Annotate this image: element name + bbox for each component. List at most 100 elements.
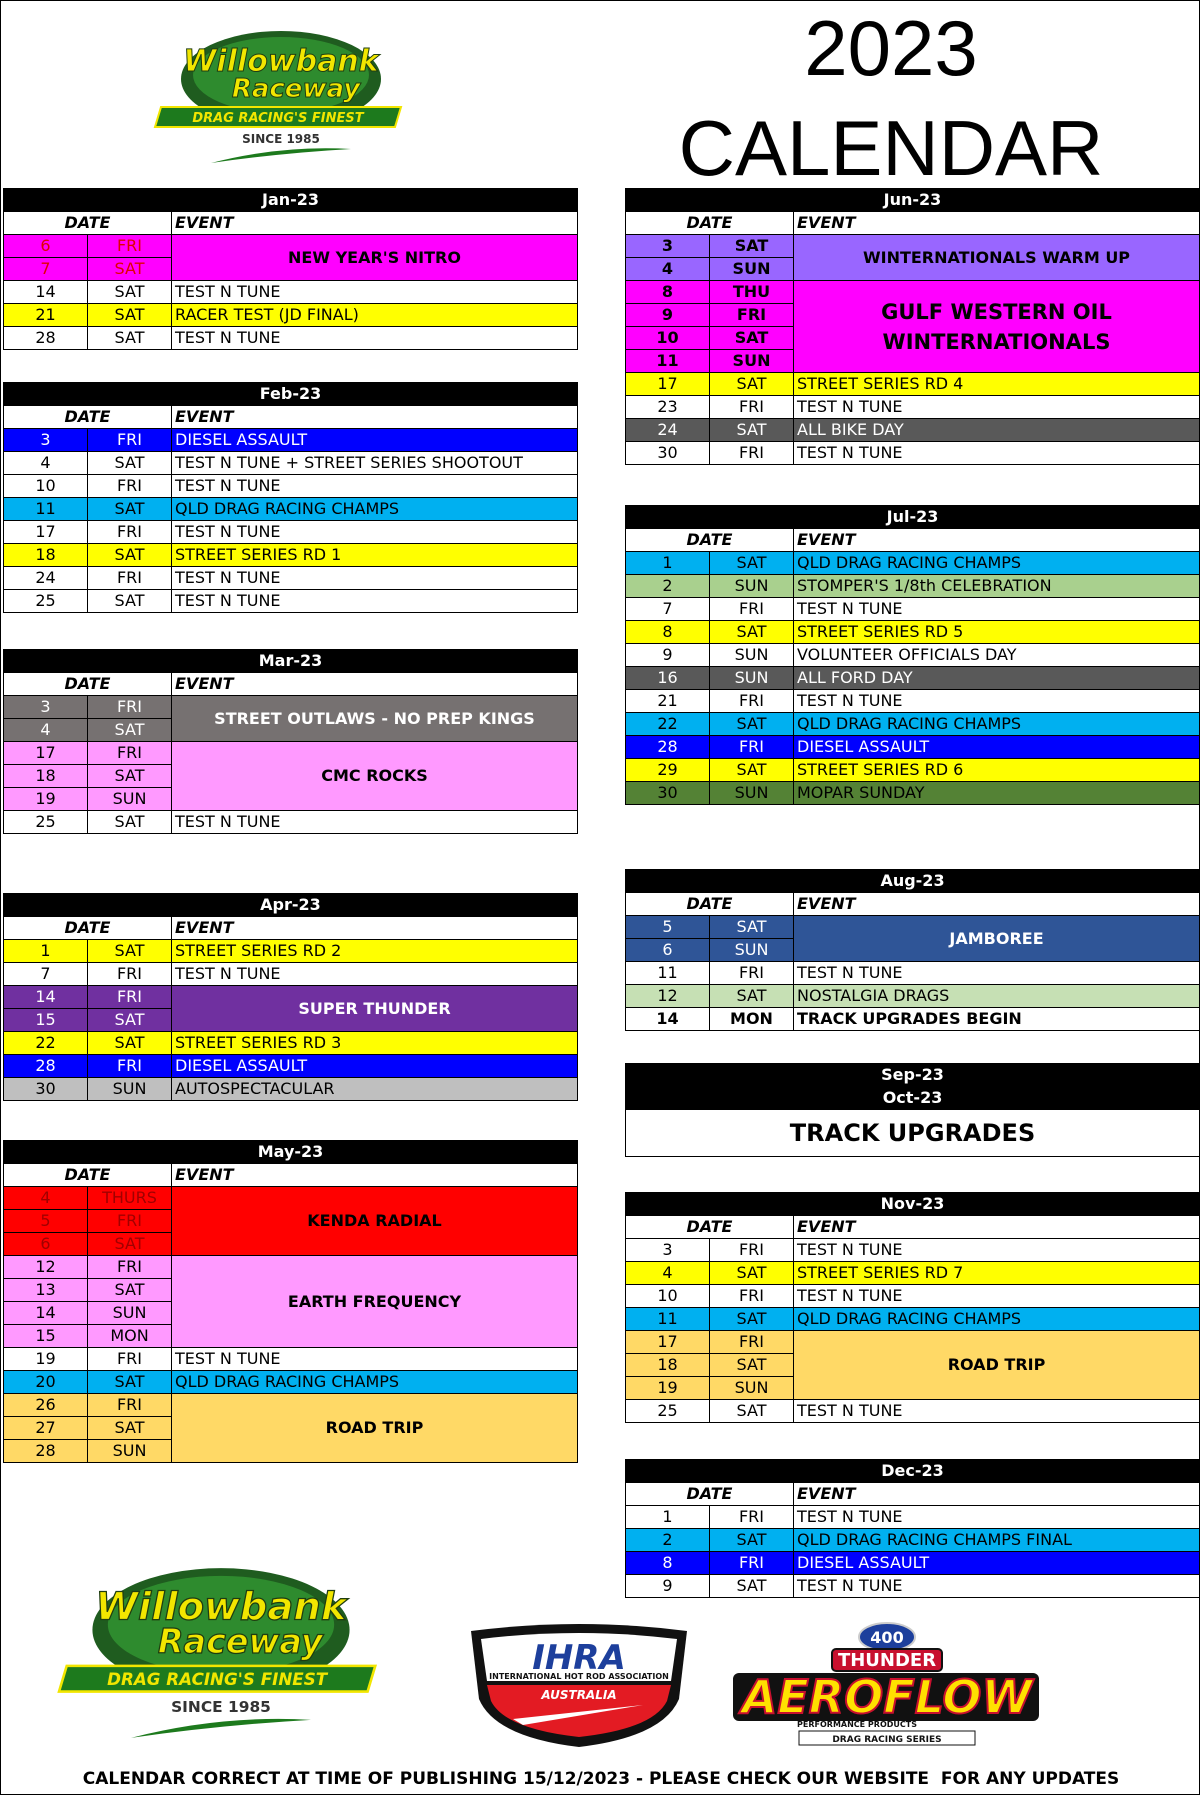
date: 29 xyxy=(625,758,710,782)
date: 1 xyxy=(625,551,710,575)
event-name: STREET SERIES RD 4 xyxy=(793,372,1199,396)
day: FRI xyxy=(87,1255,172,1279)
month-title: May-23 xyxy=(3,1140,578,1164)
header-row: DATE EVENT xyxy=(3,211,579,235)
month-table: Nov-23 DATE EVENT 3 FRI TEST N TUNE 4 SAT STREET… xyxy=(624,1192,1199,1423)
day: FRI xyxy=(87,695,172,719)
day: FRI xyxy=(709,689,794,713)
event-name: TEST N TUNE xyxy=(170,280,579,304)
event-name: MOPAR SUNDAY xyxy=(793,781,1199,805)
day: SAT xyxy=(709,1574,794,1598)
event-name: ROAD TRIP xyxy=(792,1330,1199,1400)
date: 3 xyxy=(625,1238,710,1262)
event-row: 22 SAT STREET SERIES RD 3 xyxy=(3,1031,578,1055)
day: SAT xyxy=(709,326,794,350)
event-name: GULF WESTERN OIL WINTERNATIONALS xyxy=(793,280,1199,373)
event-row: 1 FRI TEST N TUNE xyxy=(625,1505,1199,1529)
event-row: 17 SAT STREET SERIES RD 4 xyxy=(625,372,1199,396)
date: 14 xyxy=(3,985,88,1009)
title-row: Sep-23 xyxy=(624,1063,1199,1087)
title-row: Jul-23 xyxy=(625,505,1199,529)
event-row: 11 FRI TEST N TUNE xyxy=(625,961,1199,985)
day: SAT xyxy=(87,939,172,963)
event-header: EVENT xyxy=(792,892,1199,916)
header-row: DATE EVENT xyxy=(3,916,578,940)
title-row: Nov-23 xyxy=(624,1192,1199,1216)
logo-banner xyxy=(153,106,403,128)
event-name: JAMBOREE xyxy=(792,915,1199,962)
event-row: 1 SAT QLD DRAG RACING CHAMPS xyxy=(625,551,1199,575)
event-name: CMC ROCKS xyxy=(170,741,579,811)
logo-line2: Raceway xyxy=(158,1622,324,1661)
month-table: Jun-23 DATE EVENT 3 SAT WINTERNATIONALS WARM … xyxy=(625,188,1199,465)
event-row: 14 MON TRACK UPGRADES BEGIN xyxy=(625,1007,1199,1031)
day: FRI xyxy=(87,741,172,765)
event-name: WINTERNATIONALS WARM UP xyxy=(793,234,1199,281)
date: 28 xyxy=(625,735,710,759)
month-table: Jul-23 DATE EVENT 1 SAT QLD DRAG RACING CHAMP… xyxy=(625,505,1199,805)
day: SAT xyxy=(87,1008,172,1032)
day: SAT xyxy=(87,257,172,281)
day: SAT xyxy=(87,543,172,567)
date: 19 xyxy=(3,1347,88,1371)
header-row: DATE EVENT xyxy=(625,892,1199,916)
day: SAT xyxy=(87,810,172,834)
event-name: TEST N TUNE xyxy=(170,474,579,498)
day: SUN xyxy=(709,781,794,805)
title-row: Apr-23 xyxy=(3,893,578,917)
event-name: STOMPER'S 1/8th CELEBRATION xyxy=(793,574,1199,598)
aeroflow-bottom: DRAG RACING SERIES xyxy=(832,1735,941,1745)
day: FRI xyxy=(87,985,172,1009)
event-name: TEST N TUNE xyxy=(171,1347,578,1371)
logo-oval-inner xyxy=(193,37,369,113)
event-name: TEST N TUNE xyxy=(170,566,579,590)
event-name: STREET SERIES RD 3 xyxy=(171,1031,578,1055)
header-row: DATE EVENT xyxy=(625,1215,1199,1239)
event-name: TEST N TUNE xyxy=(793,395,1199,419)
event-name: TEST N TUNE xyxy=(170,326,579,350)
ihra-logo: IHRA INTERNATIONAL HOT ROD ASSOCIATION A… xyxy=(471,1624,687,1747)
ihra-name: IHRA xyxy=(532,1638,626,1678)
event-row: 10 FRI TEST N TUNE xyxy=(3,474,579,498)
day: SAT xyxy=(87,718,172,742)
date: 7 xyxy=(3,257,88,281)
day: MON xyxy=(87,1324,172,1348)
event-row: 2 SAT QLD DRAG RACING CHAMPS FINAL xyxy=(625,1528,1199,1552)
day: FRI xyxy=(709,735,794,759)
day: SAT xyxy=(709,1307,794,1331)
header-row: DATE EVENT xyxy=(3,1163,578,1187)
event-name: NOSTALGIA DRAGS xyxy=(792,984,1199,1008)
date: 30 xyxy=(625,781,710,805)
date: 9 xyxy=(625,1574,710,1598)
event-name: TEST N TUNE xyxy=(792,1399,1199,1423)
aeroflow-series-bg xyxy=(831,1648,943,1672)
event-name: QLD DRAG RACING CHAMPS xyxy=(793,551,1199,575)
event-name: TEST N TUNE xyxy=(792,961,1199,985)
date: 17 xyxy=(625,1330,710,1354)
date-header: DATE xyxy=(3,405,172,429)
month-table: May-23 DATE EVENT 4 THURS KENDA RADIAL 5 FRI 6 SA… xyxy=(3,1140,578,1463)
event-row: 18 SAT xyxy=(3,764,578,788)
event-row: 9 SAT TEST N TUNE xyxy=(625,1574,1199,1598)
event-row: 5 FRI xyxy=(3,1209,578,1233)
date: 11 xyxy=(625,961,710,985)
event-name: DIESEL ASSAULT xyxy=(792,1551,1199,1575)
day: SUN xyxy=(87,787,172,811)
date-header: DATE xyxy=(625,1215,794,1239)
date: 19 xyxy=(3,787,88,811)
event-name: QLD DRAG RACING CHAMPS xyxy=(792,1307,1199,1331)
date: 1 xyxy=(625,1505,710,1529)
day: SUN xyxy=(709,643,794,667)
day: SAT xyxy=(87,280,172,304)
day: SAT xyxy=(87,497,172,521)
event-row: 28 SAT TEST N TUNE xyxy=(3,326,579,350)
day: FRI xyxy=(87,234,172,258)
date: 26 xyxy=(3,1393,88,1417)
day: SUN xyxy=(87,1301,172,1325)
date: 15 xyxy=(3,1008,88,1032)
day: FRI xyxy=(709,303,794,327)
date: 4 xyxy=(3,718,88,742)
date: 28 xyxy=(3,1439,88,1463)
month-table: Feb-23 DATE EVENT 3 FRI DIESEL ASSAULT 4 SAT TES… xyxy=(2,382,579,613)
footer-note: CALENDAR CORRECT AT TIME OF PUBLISHING 1… xyxy=(82,1769,1120,1789)
